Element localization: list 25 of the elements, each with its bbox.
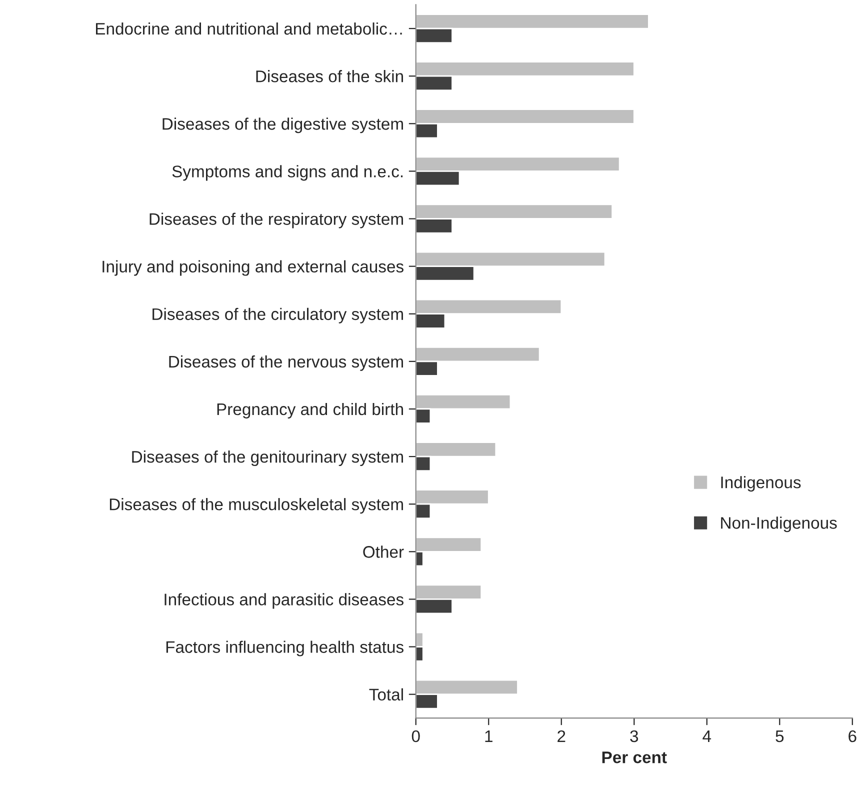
x-tick-label: 5 [776,730,784,742]
x-tick-label: 2 [558,730,566,742]
y-tick-label: Pregnancy and child birth [217,402,403,418]
legend-label: Non-Indigenous [721,516,837,532]
y-tick-label: Diseases of the respiratory system [150,212,403,228]
y-tick-label: Diseases of the skin [256,70,403,82]
y-tick-label: Total [369,688,403,701]
y-tick-label: Diseases of the musculoskeletal system [110,498,403,514]
y-tick-label: Injury and poisoning and external causes [102,260,404,276]
x-tick-label: 1 [485,730,492,742]
y-tick-label: Diseases of the digestive system [162,118,403,134]
y-tick-label: Infectious and parasitic diseases [164,593,404,609]
y-tick-label: Other [363,546,404,558]
y-tick-label: Diseases of the circulatory system [152,308,403,324]
y-tick-label: Factors influencing health status [166,640,404,656]
y-tick-label: Symptoms and signs and n.e.c. [172,165,403,181]
legend-label: Indigenous [721,476,801,492]
y-tick-label: Diseases of the genitourinary system [132,450,403,466]
y-tick-label: Endocrine and nutritional and metabolic… [96,22,402,35]
x-tick-label: 3 [630,730,638,742]
x-tick-label: 0 [412,730,420,742]
y-tick-label: Diseases of the nervous system [169,355,403,371]
x-tick-label: 4 [702,730,712,742]
x-axis-title: Per cent [602,752,667,764]
x-tick-label: 6 [848,730,856,742]
